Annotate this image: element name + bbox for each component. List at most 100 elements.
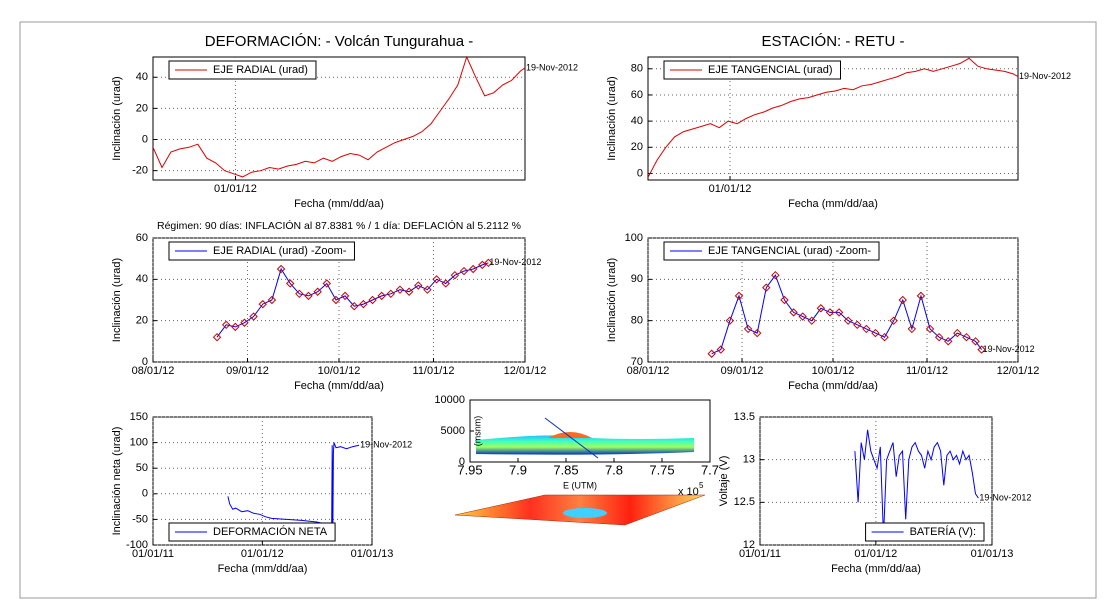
series-line <box>648 57 1018 178</box>
data-point <box>331 295 341 305</box>
data-point <box>880 332 889 342</box>
data-point <box>825 308 835 317</box>
y-tick-label: 40 <box>136 273 148 285</box>
x-tick-label: 7.9 <box>509 462 527 477</box>
legend-box <box>168 60 317 80</box>
data-point <box>977 345 986 354</box>
x-multiplier: x 10 <box>678 486 699 498</box>
data-point <box>484 258 493 268</box>
x-tick-label: 7.85 <box>553 462 578 477</box>
data-point <box>771 270 780 280</box>
x-tick-label: 01/01/12 <box>854 548 897 560</box>
data-point <box>752 328 762 338</box>
x-tick-label: 7.75 <box>649 462 674 477</box>
data-point <box>450 270 460 280</box>
legend-label: EJE TANGENCIAL (urad) -Zoom- <box>708 245 871 257</box>
data-point <box>707 349 716 358</box>
y-axis-label: Inclinación (urad) <box>111 258 123 342</box>
y-axis-label: (msnm) <box>472 416 482 447</box>
data-point <box>468 264 478 274</box>
surface-line <box>544 417 599 459</box>
y-tick-label: 12.5 <box>734 496 755 508</box>
x-tick-label: 10/01/12 <box>318 365 361 377</box>
y-tick-label: 40 <box>631 115 643 127</box>
data-point <box>898 295 907 305</box>
y-tick-label: 50 <box>136 462 148 474</box>
y-tick-label: 5000 <box>441 425 465 437</box>
y-tick-label: 60 <box>136 232 148 244</box>
y-tick-label: 12 <box>743 539 755 551</box>
data-point <box>725 316 735 325</box>
data-point <box>221 320 231 330</box>
x-axis-label: E (UTM) <box>563 480 597 490</box>
x-tick-label: 7.8 <box>605 462 623 477</box>
y-tick-label: 90 <box>631 273 643 285</box>
data-point <box>734 291 744 301</box>
annotation: 19-Nov-2012 <box>489 257 541 267</box>
x-tick-label: 11/01/12 <box>906 365 948 377</box>
y-tick-label: 0 <box>142 488 148 500</box>
x-tick-label: 7.95 <box>457 462 482 477</box>
data-point <box>780 295 789 305</box>
x-tick-label: 01/01/12 <box>241 548 284 560</box>
data-point <box>267 295 277 305</box>
series-line <box>227 442 360 536</box>
data-point <box>716 345 725 354</box>
legend-box <box>865 522 985 542</box>
chart-title: ESTACIÓN: - RETU - <box>761 33 904 50</box>
legend: EJE TANGENCIAL (urad) -Zoom- <box>663 241 880 261</box>
y-tick-label: 0 <box>459 456 465 468</box>
annotation: 19-Nov-2012 <box>360 440 412 450</box>
legend-box <box>663 60 841 80</box>
data-point <box>441 279 450 288</box>
x-tick-label: 01/01/13 <box>351 548 394 560</box>
x-exponent: 5 <box>699 481 704 490</box>
data-point <box>240 318 249 327</box>
data-point <box>478 260 487 270</box>
y-tick-label: 80 <box>631 63 643 75</box>
data-point <box>231 322 240 332</box>
data-point <box>423 285 432 294</box>
data-point <box>368 295 377 305</box>
series-line <box>854 429 979 537</box>
y-tick-label: 10000 <box>434 394 465 406</box>
y-tick-label: 80 <box>631 315 643 327</box>
data-point <box>459 266 469 276</box>
series-line <box>711 274 983 355</box>
data-point <box>743 324 753 334</box>
data-point <box>843 316 853 325</box>
surface-art <box>454 417 706 526</box>
y-axis-label: Inclinación (urad) <box>606 258 618 342</box>
x-tick-label: 7.7 <box>701 462 719 477</box>
data-point <box>377 291 386 301</box>
y-tick-label: 20 <box>136 102 148 114</box>
x-tick-label: 01/01/13 <box>971 548 1014 560</box>
legend-box <box>168 522 336 542</box>
y-tick-label: -20 <box>132 165 148 177</box>
x-axis-label: Fecha (mm/dd/aa) <box>788 380 878 392</box>
data-point <box>862 324 871 334</box>
legend: EJE TANGENCIAL (urad) <box>663 60 841 80</box>
data-point <box>295 289 304 299</box>
data-point <box>404 287 414 296</box>
legend: DEFORMACIÓN NETA <box>168 522 336 542</box>
legend-box <box>168 241 355 261</box>
chart-title: DEFORMACIÓN: - Volcán Tungurahua - <box>205 33 473 50</box>
data-point <box>762 283 771 292</box>
data-point <box>313 287 322 296</box>
y-tick-label: -50 <box>132 513 148 525</box>
data-point <box>304 291 313 301</box>
y-tick-label: 13.5 <box>734 411 755 423</box>
surface-peak <box>548 432 592 438</box>
x-tick-label: 08/01/12 <box>132 365 175 377</box>
data-point <box>276 264 286 274</box>
data-point <box>889 316 898 325</box>
data-point <box>934 332 944 342</box>
data-point <box>853 320 862 330</box>
x-tick-label: 09/01/12 <box>721 365 764 377</box>
legend-label: EJE RADIAL (urad) <box>213 64 308 76</box>
x-tick-label: 12/01/12 <box>504 365 547 377</box>
data-point <box>962 332 971 342</box>
data-point <box>907 324 917 334</box>
data-point <box>212 332 222 342</box>
